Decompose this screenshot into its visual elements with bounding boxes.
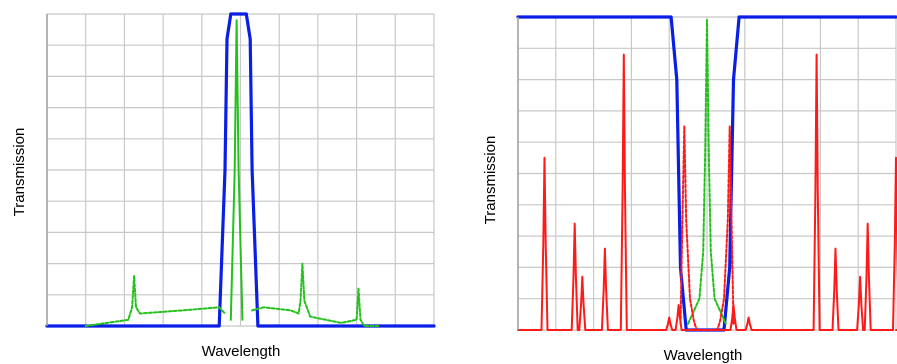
series-green-dotted-line [84,275,226,327]
series-green-dotted-line [251,262,381,327]
series-red-solid-line [517,53,897,331]
right-y-axis-label: Transmission [482,136,499,225]
left-filter-chart: Wavelength Transmission [11,12,436,360]
series-blue-solid-line [45,12,436,328]
left-x-axis-label: Wavelength [202,343,281,360]
right-series-group [516,15,897,332]
right-x-axis-label: Wavelength [664,347,743,364]
left-y-axis-label: Transmission [11,128,28,217]
series-green-dotted-line [687,19,727,325]
right-filter-chart: Wavelength Transmission [482,15,897,364]
left-series-group [45,12,436,328]
series-green-solid-line [229,19,244,321]
